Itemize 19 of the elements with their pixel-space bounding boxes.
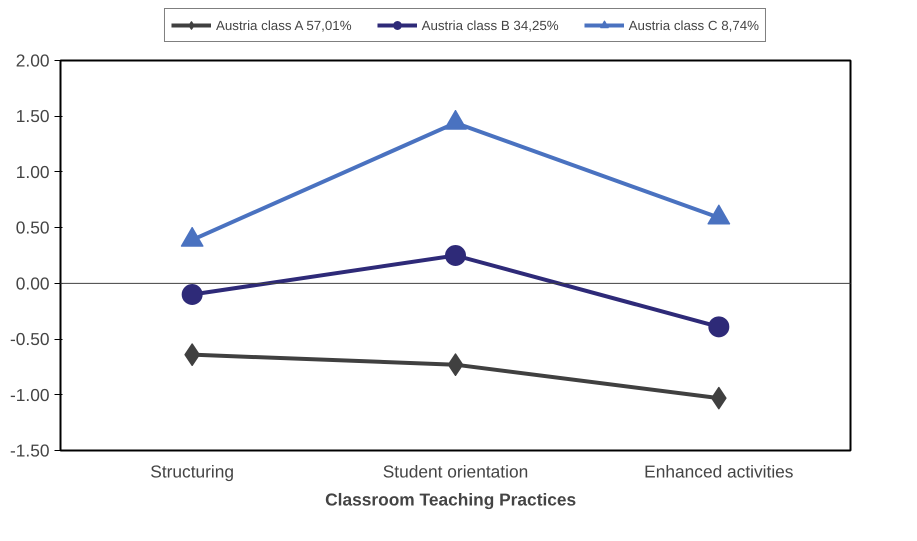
x-tick-label: Student orientation (382, 462, 528, 482)
legend-label: Austria class A 57,01% (216, 18, 352, 32)
point (444, 110, 467, 130)
y-tick-label: -0.50 (10, 329, 50, 350)
y-tick-label: 0.00 (16, 273, 50, 294)
y-tick-label: 1.50 (16, 106, 50, 126)
y-tick-label: 2.00 (16, 50, 50, 70)
point (708, 316, 730, 338)
x-tick-label: Enhanced activities (644, 462, 794, 482)
point (182, 284, 203, 305)
y-tick-label: -1.00 (10, 384, 50, 405)
legend-label: Austria class B 34,25% (422, 18, 559, 32)
x-tick-label: Structuring (150, 462, 234, 482)
y-tick-label: 0.50 (16, 218, 50, 238)
y-tick-label: 1.00 (16, 162, 50, 182)
legend-label: Austria class C 8,74% (628, 18, 760, 32)
y-tick-label: -1.50 (10, 440, 50, 460)
x-axis-title: Classroom Teaching Practices (325, 490, 576, 510)
point (445, 245, 466, 266)
